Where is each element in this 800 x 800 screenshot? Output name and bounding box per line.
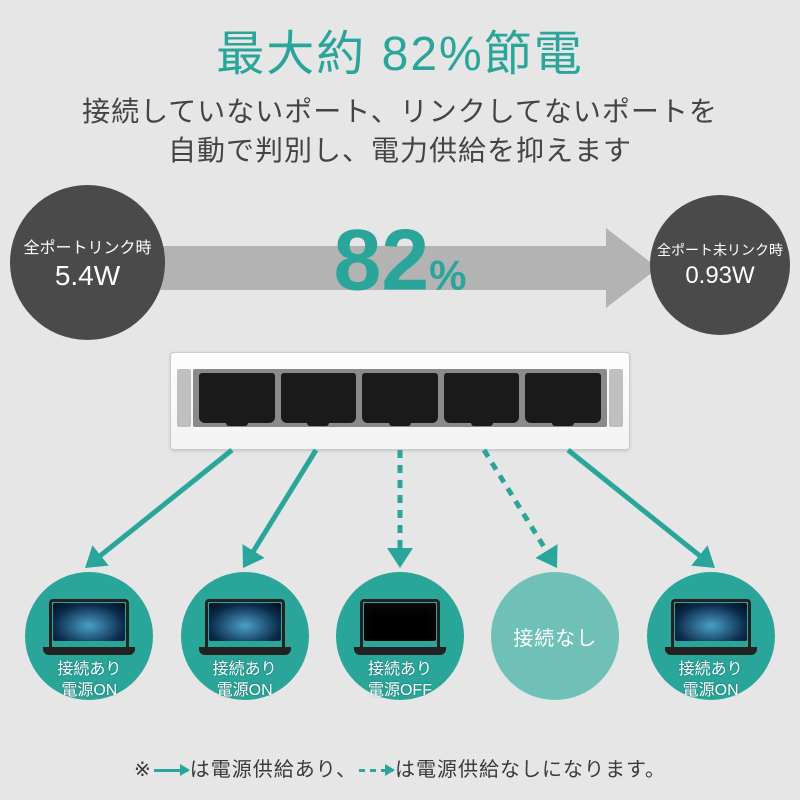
ethernet-port-icon: [199, 373, 275, 423]
center-unit: %: [429, 252, 466, 299]
dashed-arrow-sample-icon: [359, 769, 393, 772]
device-caption: 接続あり電源ON: [25, 660, 153, 702]
center-percent: 82%: [333, 218, 466, 304]
infographic-root: 最大約 82%節電 接続していないポート、リンクしてないポートを 自動で判別し、…: [0, 0, 800, 800]
switch-ports: [193, 369, 607, 427]
headline: 最大約 82%節電: [0, 0, 800, 84]
device-node: 接続あり電源ON: [17, 572, 161, 700]
laptop-icon: [671, 599, 751, 651]
laptop-icon: [49, 599, 129, 651]
circle-none-linked: 全ポート未リンク時 0.93W: [650, 195, 790, 335]
center-number: 82: [333, 213, 429, 309]
solid-arrow-icon: [242, 450, 316, 568]
solid-arrow-icon: [568, 450, 715, 568]
solid-arrow-icon: [85, 450, 232, 568]
ethernet-port-icon: [525, 373, 601, 423]
device-node: 接続あり電源OFF: [328, 572, 472, 700]
footnote-prefix: ※: [134, 759, 152, 781]
circle-right-value: 0.93W: [685, 262, 754, 290]
network-switch-icon: [170, 352, 630, 450]
device-node: 接続あり電源ON: [639, 572, 783, 700]
device-disc: 接続なし: [491, 572, 619, 700]
ethernet-port-icon: [281, 373, 357, 423]
no-connection-label: 接続なし: [513, 622, 597, 651]
screen-on-icon: [675, 603, 747, 641]
subtitle-line-2: 自動で判別し、電力供給を抑えます: [168, 135, 632, 166]
ethernet-port-icon: [362, 373, 438, 423]
device-node: 接続あり電源ON: [173, 572, 317, 700]
comparison-row: 全ポートリンク時 5.4W 82% 全ポート未リンク時 0.93W: [0, 180, 800, 350]
device-disc: 接続あり電源OFF: [336, 572, 464, 700]
switch-cap-left: [177, 369, 191, 427]
sub-headline: 接続していないポート、リンクしてないポートを 自動で判別し、電力供給を抑えます: [0, 92, 800, 170]
screen-off-icon: [364, 603, 436, 641]
device-disc: 接続あり電源ON: [181, 572, 309, 700]
bottom-nodes-row: 接続あり電源ON 接続あり電源ON 接続あり電源OFF 接続なし接続あり電源ON: [0, 572, 800, 700]
screen-on-icon: [53, 603, 125, 641]
circle-left-value: 5.4W: [55, 260, 120, 292]
device-caption: 接続あり電源OFF: [336, 660, 464, 702]
laptop-icon: [360, 599, 440, 651]
solid-arrow-sample-icon: [154, 769, 188, 772]
circle-left-label: 全ポートリンク時: [23, 234, 151, 258]
device-caption: 接続あり電源ON: [181, 660, 309, 702]
footnote: ※ は電源供給あり、 は電源供給なしになります。: [0, 753, 800, 782]
laptop-icon: [205, 599, 285, 651]
subtitle-line-1: 接続していないポート、リンクしてないポートを: [82, 96, 718, 127]
footnote-dashed-text: は電源供給なしになります。: [395, 759, 666, 781]
device-caption: 接続あり電源ON: [647, 660, 775, 702]
dashed-arrow-icon: [387, 450, 413, 568]
dashed-arrow-icon: [484, 450, 558, 568]
device-disc: 接続あり電源ON: [647, 572, 775, 700]
ethernet-port-icon: [444, 373, 520, 423]
circle-right-label: 全ポート未リンク時: [657, 240, 783, 260]
circle-all-linked: 全ポートリンク時 5.4W: [10, 185, 165, 340]
screen-on-icon: [209, 603, 281, 641]
footnote-solid-text: は電源供給あり、: [190, 759, 357, 781]
switch-cap-right: [609, 369, 623, 427]
device-disc: 接続あり電源ON: [25, 572, 153, 700]
device-node: 接続なし: [483, 572, 627, 700]
